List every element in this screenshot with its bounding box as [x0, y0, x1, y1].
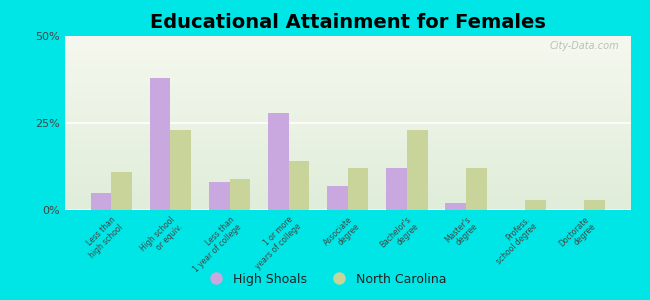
Bar: [407, 130, 428, 210]
Bar: [111, 172, 132, 210]
Legend: High Shoals, North Carolina: High Shoals, North Carolina: [198, 268, 452, 291]
Bar: [150, 78, 170, 210]
Bar: [525, 200, 546, 210]
Bar: [170, 130, 191, 210]
Bar: [445, 203, 466, 210]
Bar: [327, 186, 348, 210]
Bar: [289, 161, 309, 210]
Title: Educational Attainment for Females: Educational Attainment for Females: [150, 13, 546, 32]
Bar: [584, 200, 604, 210]
Bar: [91, 193, 111, 210]
Bar: [348, 168, 369, 210]
Bar: [209, 182, 229, 210]
Bar: [386, 168, 407, 210]
Text: City-Data.com: City-Data.com: [549, 41, 619, 51]
Bar: [268, 112, 289, 210]
Bar: [229, 179, 250, 210]
Bar: [466, 168, 487, 210]
